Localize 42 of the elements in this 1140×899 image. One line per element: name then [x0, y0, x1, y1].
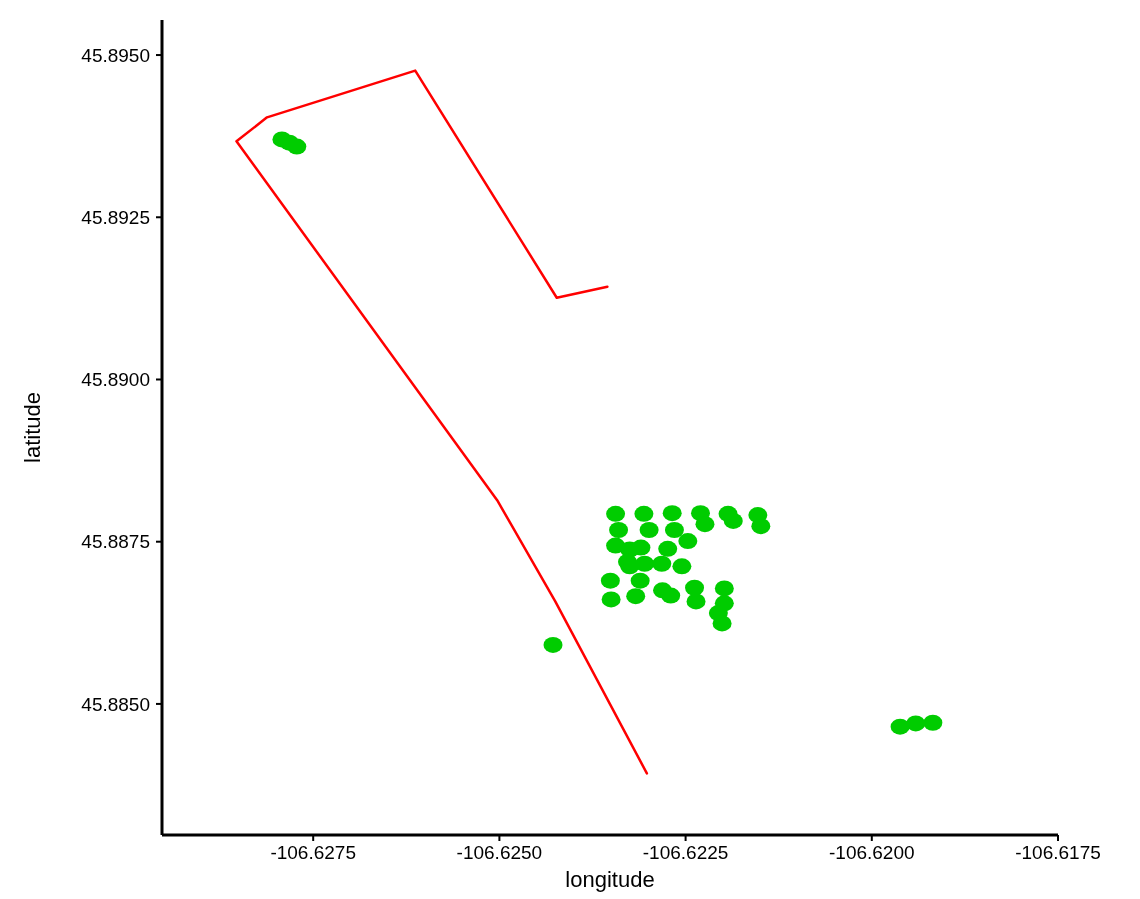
point [714, 580, 734, 597]
y-axis-title: latitude [20, 392, 45, 463]
point [606, 505, 626, 522]
y-tick-label: 45.8925 [81, 206, 150, 228]
x-tick-label: -106.6200 [829, 842, 915, 863]
point [695, 516, 715, 533]
point [678, 533, 698, 550]
point [923, 714, 943, 731]
y-tick-label: 45.8850 [81, 693, 150, 715]
point [543, 636, 563, 653]
point [601, 591, 621, 608]
point [600, 572, 620, 589]
point [287, 138, 307, 155]
point [723, 512, 743, 529]
x-tick-label: -106.6250 [456, 842, 543, 863]
y-tick-label: 45.8900 [81, 369, 150, 391]
point [652, 555, 672, 572]
point [685, 579, 705, 596]
point [609, 522, 629, 539]
point [635, 555, 655, 572]
x-tick-label: -106.6175 [1015, 842, 1101, 863]
point [906, 715, 926, 732]
point [664, 522, 684, 539]
point [662, 505, 682, 522]
point [712, 615, 732, 632]
y-tick-label: 45.8875 [81, 531, 150, 553]
point [626, 588, 646, 605]
point [661, 587, 681, 604]
point [639, 522, 659, 539]
point [630, 572, 650, 589]
point [890, 718, 910, 735]
point [672, 558, 692, 575]
point [658, 540, 678, 557]
point [634, 505, 654, 522]
point [751, 518, 771, 535]
x-tick-label: -106.6225 [642, 842, 729, 863]
y-tick-label: 45.8950 [81, 44, 150, 66]
point [631, 539, 651, 556]
x-axis-title: longitude [565, 867, 655, 892]
point [686, 593, 706, 610]
x-tick-label: -106.6275 [270, 842, 356, 863]
line-series [235, 69, 649, 775]
